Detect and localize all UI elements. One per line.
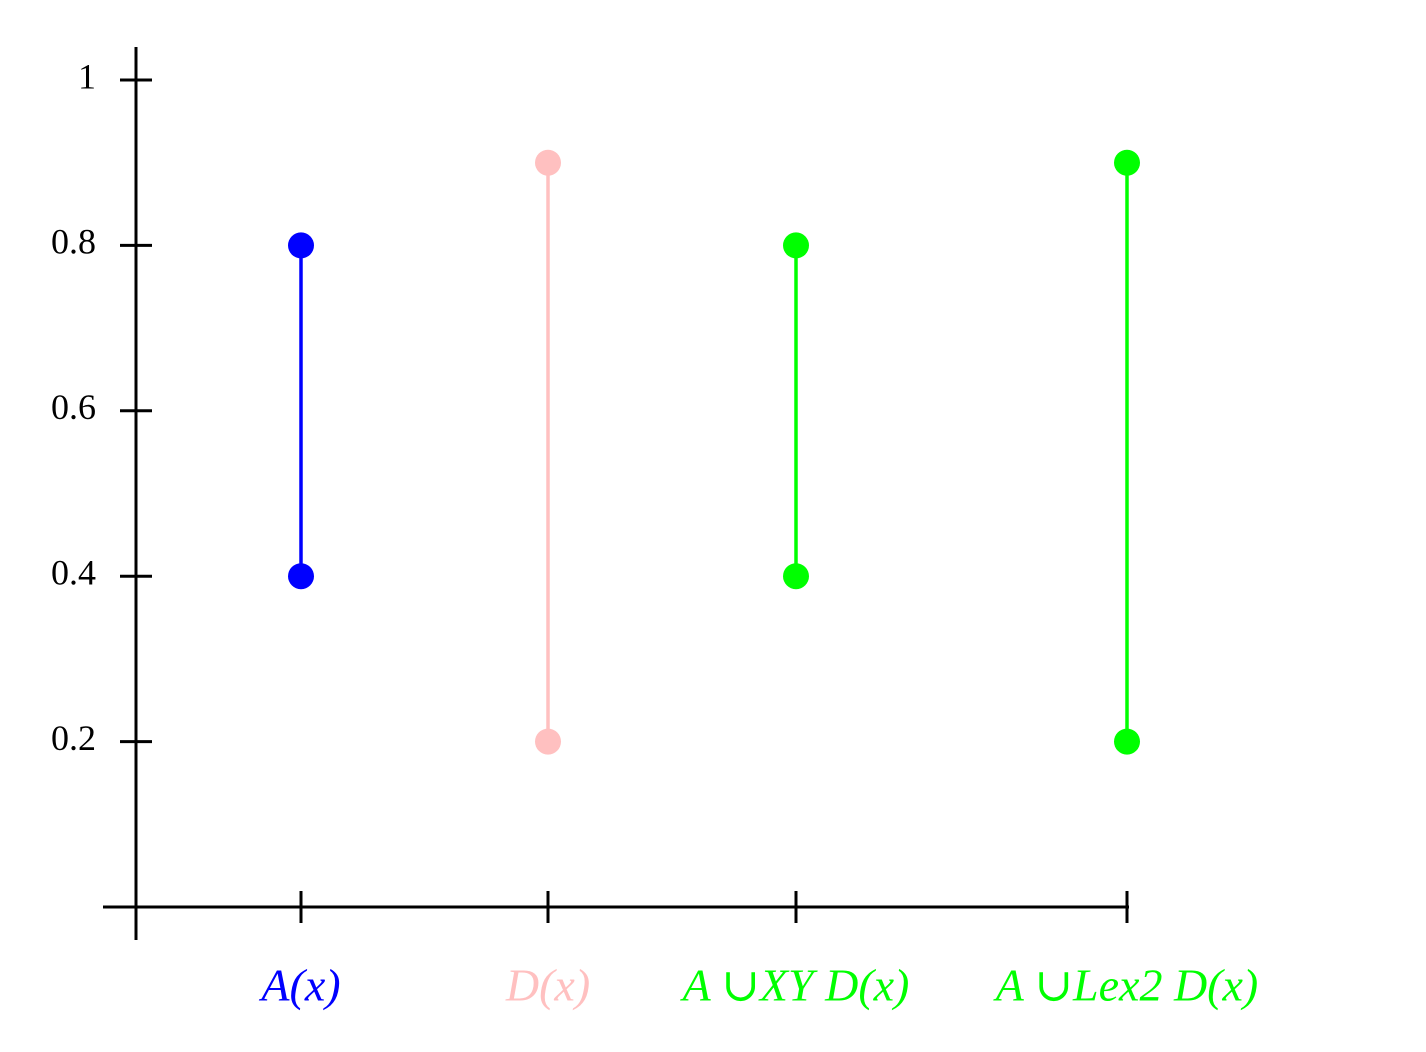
y-tick-label: 1 bbox=[78, 56, 96, 96]
high-point bbox=[535, 149, 561, 176]
low-point bbox=[535, 728, 561, 755]
y-tick-label: 0.8 bbox=[51, 222, 96, 262]
high-point bbox=[1114, 149, 1140, 176]
low-point bbox=[288, 563, 314, 590]
y-tick-label: 0.6 bbox=[51, 387, 96, 427]
low-point bbox=[783, 563, 809, 590]
high-point bbox=[288, 232, 314, 259]
low-point bbox=[1114, 728, 1140, 755]
y-tick-label: 0.4 bbox=[51, 552, 96, 592]
x-tick-label: A ∪Lex2 D(x) bbox=[993, 960, 1259, 1011]
x-tick-label: A(x) bbox=[258, 960, 340, 1011]
y-tick-label: 0.2 bbox=[51, 718, 96, 758]
high-point bbox=[783, 232, 809, 259]
x-tick-label: A ∪XY D(x) bbox=[680, 960, 910, 1011]
x-tick-label: D(x) bbox=[505, 960, 590, 1011]
